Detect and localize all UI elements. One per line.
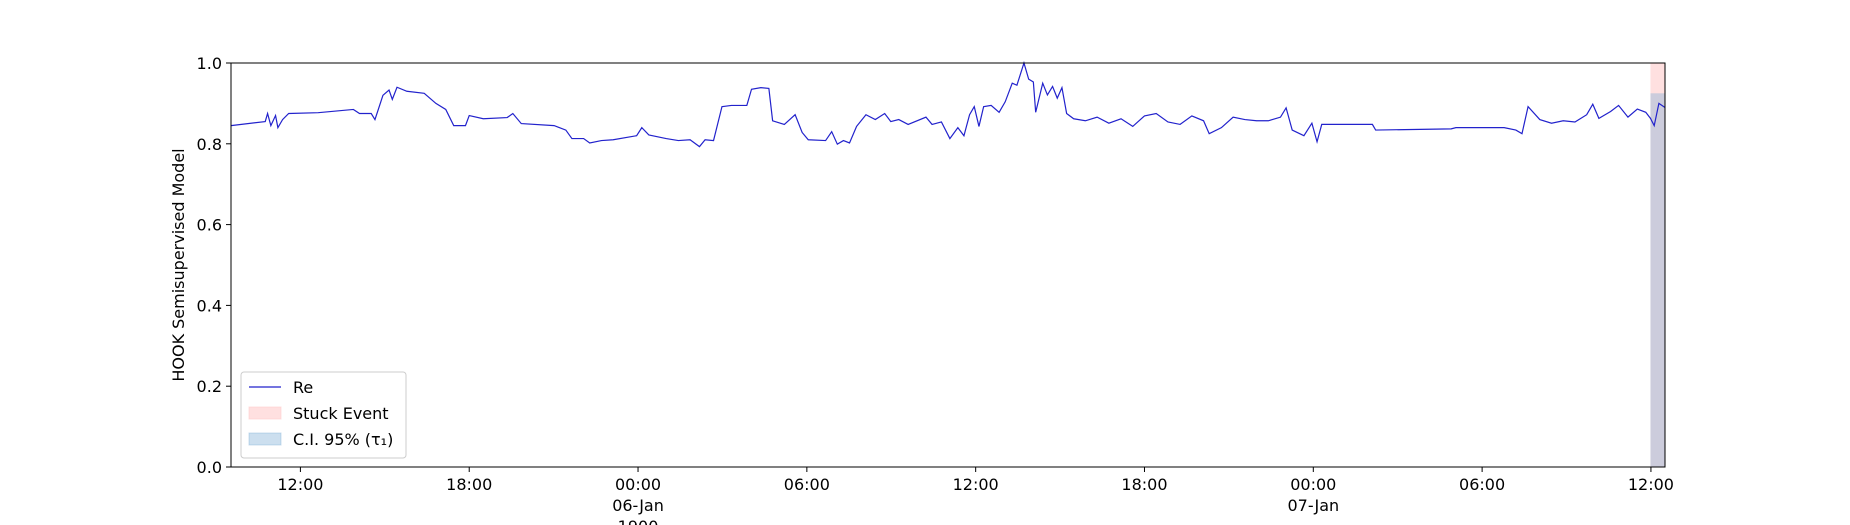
y-axis-label: HOOK Semisupervised Model	[169, 148, 188, 381]
tick-label-line: 06:00	[784, 475, 830, 494]
y-tick-label: 0.0	[197, 458, 222, 477]
legend-label: Stuck Event	[293, 404, 389, 423]
tick-label-line: 12:00	[1628, 475, 1674, 494]
x-tick-label: 18:00	[1121, 475, 1167, 494]
data-line	[230, 60, 1666, 148]
tick-label-line: 00:00	[615, 475, 661, 494]
x-tick-label: 12:00	[953, 475, 999, 494]
y-tick-label: 0.8	[197, 135, 222, 154]
legend-patch	[248, 432, 282, 446]
span-band	[1650, 63, 1665, 467]
tick-label-line: 06:00	[1459, 475, 1505, 494]
tick-label-line: 18:00	[446, 475, 492, 494]
tick-label-line: 1900	[618, 517, 659, 525]
x-tick-label: 18:00	[446, 475, 492, 494]
tick-label-line: 07-Jan	[1287, 496, 1339, 515]
axes-frame	[230, 62, 1666, 468]
x-tick-label: 12:00	[1628, 475, 1674, 494]
tick-label-line: 18:00	[1121, 475, 1167, 494]
legend-label: C.I. 95% (τ₁)	[293, 430, 393, 449]
legend-patch	[248, 406, 282, 420]
tick-label-line: 12:00	[277, 475, 323, 494]
tick-label-line: 06-Jan	[612, 496, 664, 515]
tick-label-line: 00:00	[1290, 475, 1336, 494]
y-tick-label: 1.0	[197, 54, 222, 73]
x-tick-label: 12:00	[277, 475, 323, 494]
legend-box	[240, 371, 407, 459]
x-tick-label: 06:00	[1459, 475, 1505, 494]
y-tick-label: 0.2	[197, 377, 222, 396]
tick-label-line: 12:00	[953, 475, 999, 494]
y-tick-label: 0.4	[197, 296, 222, 315]
span-band	[1650, 93, 1665, 468]
x-tick-label: 00:00 06-Jan 1900	[612, 475, 664, 525]
x-tick-label: 00:00 07-Jan	[1287, 475, 1339, 515]
y-tick-label: 0.6	[197, 216, 222, 235]
x-tick-label: 06:00	[784, 475, 830, 494]
legend-label: Re	[293, 378, 313, 397]
